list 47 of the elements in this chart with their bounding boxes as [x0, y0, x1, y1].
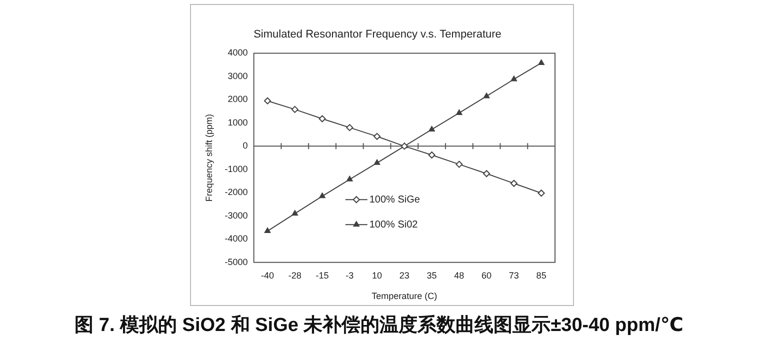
point	[374, 132, 381, 140]
x-tick-label: -15	[316, 270, 329, 280]
y-tick-label: -1000	[224, 164, 248, 174]
x-tick-label: 23	[399, 270, 410, 280]
y-tick-label: -2000	[224, 187, 248, 198]
point	[264, 228, 271, 234]
point	[538, 59, 544, 65]
point	[428, 152, 436, 159]
point	[538, 190, 545, 197]
y-tick-label: 4000	[228, 48, 248, 58]
point	[346, 176, 353, 182]
x-tick-label: 85	[536, 270, 546, 280]
x-tick-label: -28	[288, 270, 302, 280]
y-tick-label: 0	[242, 140, 248, 151]
point	[456, 109, 462, 115]
point	[456, 160, 463, 168]
x-tick-label: -3	[346, 270, 354, 280]
point	[318, 115, 326, 122]
y-axis-title: Frequency shift (ppm)	[204, 114, 214, 202]
y-tick-label: -4000	[224, 234, 248, 244]
point	[428, 126, 435, 132]
x-tick-label: 73	[508, 270, 519, 280]
x-axis-title: Temperature (C)	[372, 291, 438, 302]
x-tick-label: 35	[426, 270, 437, 280]
point	[374, 159, 380, 165]
legend-label: 100% Si02	[369, 219, 418, 230]
x-tick-label: 48	[454, 270, 464, 280]
point	[319, 192, 326, 198]
legend-label: 100% SiGe	[369, 194, 420, 206]
y-tick-label: -5000	[224, 256, 248, 267]
y-tick-label: -3000	[224, 210, 248, 220]
point	[292, 210, 298, 216]
x-tick-label: 60	[482, 270, 492, 280]
point	[483, 170, 490, 178]
point	[291, 106, 298, 113]
point	[510, 180, 518, 187]
y-tick-label: 1000	[228, 117, 248, 128]
y-tick-label: 2000	[228, 94, 248, 104]
point	[483, 92, 490, 98]
point	[346, 124, 354, 132]
caption: 图 7. 模拟的 SiO2 和 SiGe 未补偿的温度系数曲线图显示±30-40 ppm/℃	[74, 314, 684, 338]
x-tick-label: 10	[372, 270, 382, 280]
x-tick-label: -40	[261, 270, 274, 280]
chart-title: Simulated Resonantor Frequency v.s. Temperature	[254, 28, 502, 41]
y-tick-label: 3000	[228, 70, 248, 81]
point	[264, 97, 272, 104]
point	[510, 76, 518, 82]
